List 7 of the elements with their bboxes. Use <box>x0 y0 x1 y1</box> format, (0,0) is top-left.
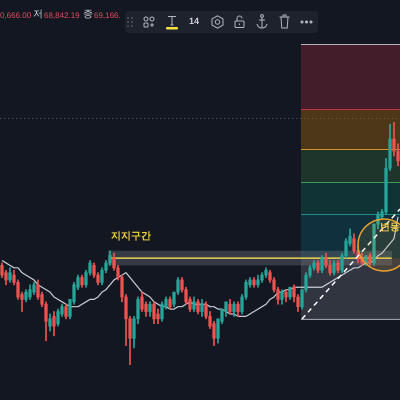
text: 69,166. <box>94 11 121 20</box>
band-label: 지지구간 <box>111 230 151 242</box>
text: 저 <box>33 9 43 20</box>
text: 종 <box>83 9 93 20</box>
text: 68,842.19 <box>44 11 80 20</box>
text: 14 <box>189 16 200 26</box>
text: 0,666.00 <box>0 11 32 20</box>
